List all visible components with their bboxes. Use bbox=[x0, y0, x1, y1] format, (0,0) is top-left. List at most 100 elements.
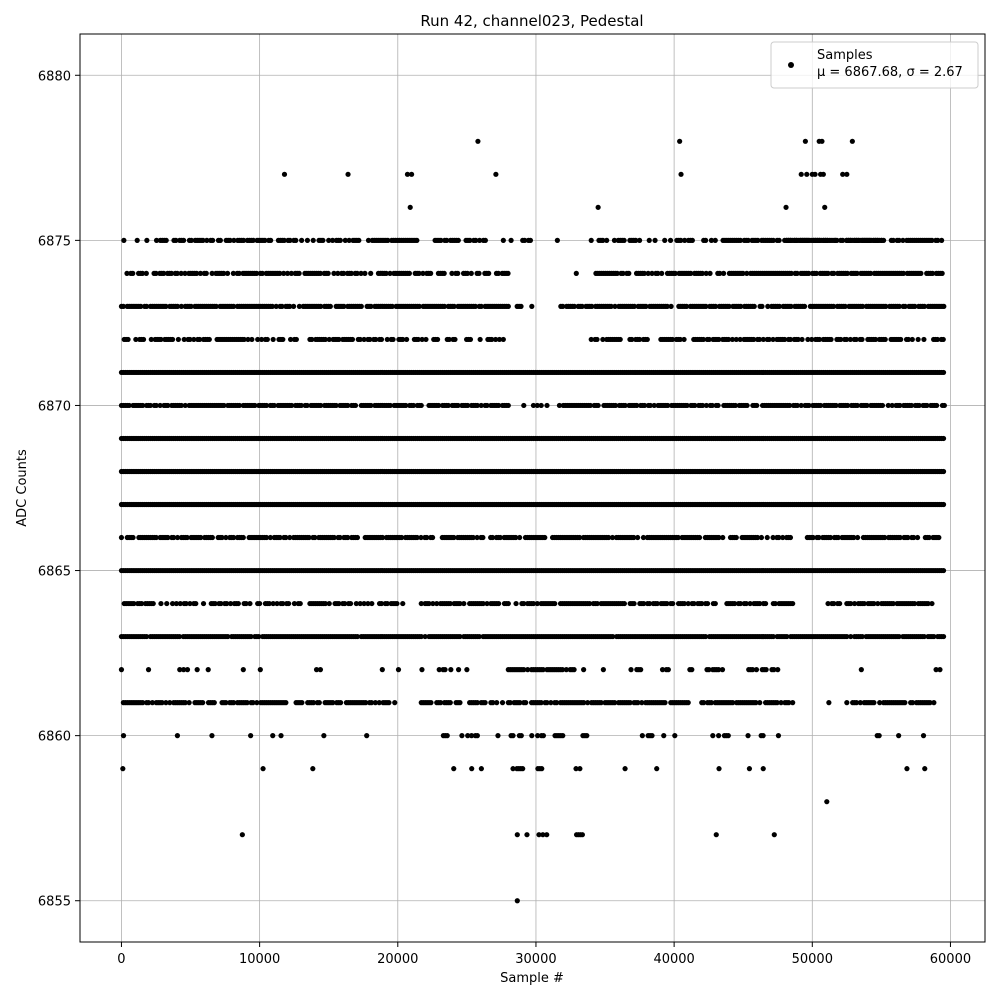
sample-point bbox=[940, 468, 947, 475]
sample-point bbox=[186, 700, 192, 706]
sample-point bbox=[588, 237, 594, 243]
sample-point bbox=[908, 402, 915, 409]
sample-point bbox=[600, 336, 606, 343]
sample-point bbox=[264, 336, 270, 343]
sample-point bbox=[757, 700, 763, 706]
sample-point bbox=[457, 700, 463, 706]
sample-point bbox=[937, 667, 943, 673]
sample-point bbox=[914, 534, 921, 541]
sample-point bbox=[217, 237, 223, 243]
sample-point bbox=[400, 336, 406, 343]
sample-point bbox=[683, 303, 690, 309]
sample-point bbox=[889, 402, 895, 409]
sample-point bbox=[604, 237, 610, 243]
sample-point bbox=[915, 336, 921, 343]
sample-point bbox=[672, 270, 678, 276]
sample-point bbox=[608, 303, 614, 309]
sample-point bbox=[867, 270, 874, 276]
sample-point bbox=[387, 402, 393, 409]
sample-point bbox=[787, 402, 793, 409]
sample-point bbox=[436, 402, 442, 409]
sample-point bbox=[776, 303, 783, 309]
sample-point bbox=[934, 336, 941, 343]
sample-point bbox=[733, 534, 739, 541]
sample-point bbox=[544, 402, 550, 409]
sample-point bbox=[467, 336, 474, 343]
sample-point bbox=[448, 667, 454, 673]
sample-point bbox=[181, 336, 187, 343]
sample-point bbox=[326, 237, 332, 243]
sample-point bbox=[410, 402, 417, 409]
sample-point bbox=[617, 336, 623, 343]
sample-point bbox=[368, 303, 374, 309]
sample-point bbox=[130, 534, 136, 541]
sample-point bbox=[293, 336, 299, 343]
sample-point bbox=[794, 402, 800, 409]
sample-point bbox=[589, 303, 595, 309]
sample-point bbox=[209, 270, 215, 276]
sample-point bbox=[140, 402, 146, 409]
sample-point bbox=[257, 667, 263, 673]
sample-point bbox=[508, 237, 514, 243]
sample-point bbox=[464, 667, 470, 673]
sample-point bbox=[197, 270, 204, 276]
sample-point bbox=[341, 303, 347, 309]
sample-point bbox=[806, 402, 812, 409]
sample-point bbox=[287, 303, 293, 309]
sample-point bbox=[534, 402, 540, 409]
sample-point bbox=[662, 700, 668, 706]
data-points bbox=[118, 138, 947, 904]
sample-point bbox=[118, 667, 125, 673]
sample-point bbox=[188, 237, 194, 243]
sample-point bbox=[612, 402, 619, 409]
sample-point bbox=[929, 600, 935, 607]
sample-point bbox=[231, 237, 237, 243]
sample-point bbox=[442, 667, 448, 673]
sample-point bbox=[428, 270, 434, 276]
sample-point bbox=[830, 303, 837, 309]
sample-point bbox=[419, 667, 425, 673]
sample-point bbox=[659, 270, 665, 276]
sample-point bbox=[921, 336, 927, 343]
sample-point bbox=[872, 336, 879, 343]
sample-point bbox=[635, 534, 641, 541]
sample-point bbox=[250, 237, 256, 243]
sample-point bbox=[205, 667, 211, 673]
sample-point bbox=[169, 336, 176, 343]
sample-point bbox=[790, 700, 796, 706]
sample-point bbox=[707, 270, 713, 276]
sample-point bbox=[665, 402, 671, 409]
sample-point bbox=[703, 270, 709, 276]
sample-point bbox=[717, 270, 723, 276]
sample-point bbox=[289, 402, 295, 409]
sample-point bbox=[317, 667, 324, 673]
sample-point bbox=[858, 667, 864, 673]
sample-point bbox=[801, 303, 808, 309]
sample-point bbox=[510, 733, 516, 739]
sample-point bbox=[434, 336, 441, 343]
sample-point bbox=[709, 402, 715, 409]
sample-point bbox=[444, 237, 450, 243]
sample-point bbox=[209, 733, 215, 739]
sample-point bbox=[354, 270, 360, 276]
sample-point bbox=[291, 303, 297, 309]
sample-point bbox=[477, 336, 483, 343]
sample-point bbox=[745, 237, 751, 243]
sample-point bbox=[764, 534, 770, 541]
sample-point bbox=[924, 402, 930, 409]
sample-point bbox=[689, 237, 695, 243]
sample-point bbox=[641, 402, 648, 409]
sample-point bbox=[712, 237, 718, 243]
sample-point bbox=[740, 270, 746, 276]
sample-point bbox=[248, 733, 254, 739]
sample-point bbox=[645, 270, 651, 276]
sample-point bbox=[281, 270, 287, 276]
sample-point bbox=[200, 237, 206, 243]
sample-point bbox=[451, 303, 457, 309]
sample-point bbox=[249, 336, 255, 343]
sample-point bbox=[755, 237, 761, 243]
sample-point bbox=[164, 600, 170, 607]
sample-point bbox=[704, 600, 711, 607]
sample-point bbox=[197, 336, 203, 343]
sample-point bbox=[929, 237, 935, 243]
